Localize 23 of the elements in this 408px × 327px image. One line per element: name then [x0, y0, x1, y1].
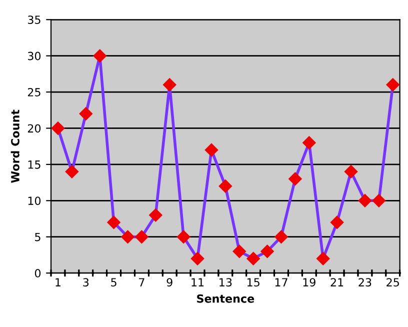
x-tick-label: 15	[247, 278, 260, 287]
x-tick-label: 19	[303, 278, 316, 287]
x-tick-label: 7	[139, 278, 144, 286]
x-tick-label: 1	[56, 278, 60, 286]
x-tick-label: 25	[386, 278, 399, 287]
x-tick-label: 5	[111, 278, 116, 287]
x-tick-label: 11	[192, 278, 204, 286]
x-tick-label: 3	[83, 278, 89, 287]
y-tick-label: 35	[28, 16, 40, 24]
y-tick-label: 5	[35, 232, 40, 242]
x-tick-label: 9	[166, 278, 172, 287]
y-tick-label: 10	[28, 196, 41, 206]
y-tick-label: 0	[34, 269, 41, 278]
y-tick-label: 25	[28, 88, 40, 96]
x-axis-title: Sentence	[197, 294, 254, 303]
x-tick-label: 13	[220, 278, 232, 287]
y-tick-label: 20	[28, 124, 41, 133]
y-axis-title: Word Count	[10, 110, 20, 183]
x-tick-label: 17	[275, 278, 288, 286]
y-tick-label: 30	[28, 52, 41, 60]
x-tick-label: 23	[358, 278, 372, 287]
x-tick-label: 21	[330, 278, 344, 286]
y-tick-label: 15	[28, 160, 40, 169]
